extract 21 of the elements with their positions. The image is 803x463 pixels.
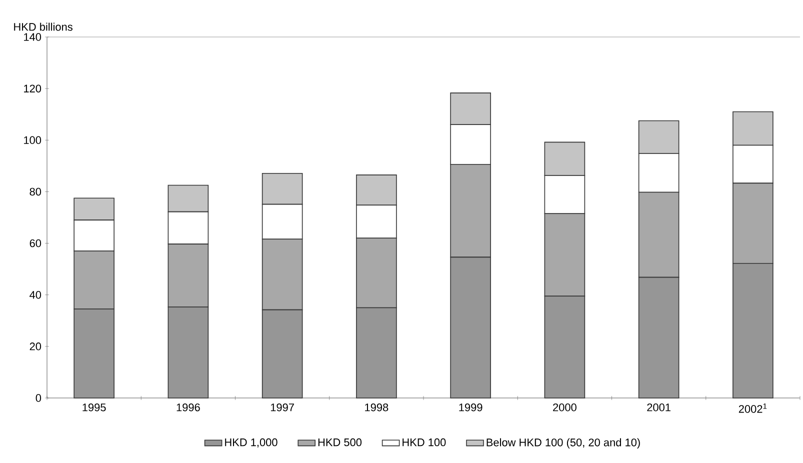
legend-label: HKD 500 xyxy=(318,438,362,446)
x-tick-label: 1998 xyxy=(365,404,388,412)
y-tick-label: 20 xyxy=(30,342,42,350)
x-tick-label: 1996 xyxy=(176,404,200,412)
x-tick-label: 1995 xyxy=(82,404,106,412)
y-tick-label: 80 xyxy=(30,188,42,196)
y-tick-label: 60 xyxy=(30,239,42,248)
legend-label: HKD 1,000 xyxy=(225,438,278,448)
legend-label: HKD 100 xyxy=(402,438,446,446)
legend-label: Below HKD 100 (50, 20 and 10) xyxy=(486,438,640,448)
y-tick-label: 0 xyxy=(36,394,42,402)
x-tick-label: 2001 xyxy=(647,404,670,412)
y-tick-label: 120 xyxy=(24,84,42,92)
y-tick-label: 40 xyxy=(30,290,42,299)
y-tick-label: 140 xyxy=(24,33,42,41)
x-tick-label: 2002$^{1}$ xyxy=(738,404,767,413)
y-axis-title: HKD billions xyxy=(14,22,72,31)
x-tick-label: 1997 xyxy=(270,404,294,412)
x-tick-label: 1999 xyxy=(459,404,482,412)
x-tick-label: 2000 xyxy=(553,404,576,412)
y-tick-label: 100 xyxy=(24,136,42,144)
